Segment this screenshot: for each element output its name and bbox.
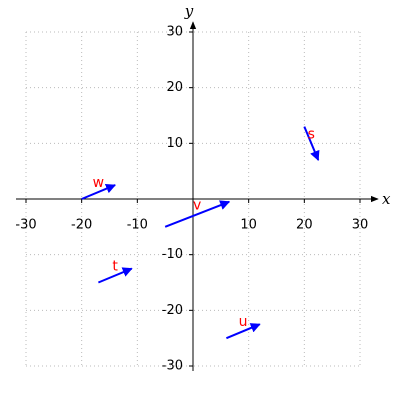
- vector-arrow: [226, 323, 261, 340]
- x-tick-label: 10: [240, 218, 257, 233]
- y-tick-label: 20: [166, 80, 183, 95]
- vector-label: w: [93, 175, 104, 191]
- y-tick-label: 10: [166, 136, 183, 151]
- vector-label: v: [193, 197, 201, 213]
- vector-arrow: [97, 267, 133, 284]
- vector-arrow: [303, 126, 320, 161]
- y-tick-label: -20: [162, 303, 183, 318]
- vector-label: u: [239, 314, 248, 330]
- vector-label: s: [308, 126, 315, 142]
- y-tick-label: -10: [162, 247, 183, 262]
- x-tick-label: -20: [71, 218, 92, 233]
- y-tick-label: 30: [166, 25, 183, 40]
- y-axis-label: y: [184, 2, 194, 20]
- vector-label: t: [112, 259, 118, 275]
- x-tick-label: -30: [15, 218, 36, 233]
- x-tick-label: 20: [296, 218, 313, 233]
- y-tick-label: -30: [162, 359, 183, 374]
- axes: x y -30 -20 -10 10 20 30 -30 -20 -10 10 20 30: [15, 2, 391, 374]
- vector-arrow: [164, 200, 231, 228]
- x-axis-label: x: [382, 190, 391, 208]
- vectors: s w v t u: [81, 126, 320, 340]
- x-tick-label: 30: [352, 218, 369, 233]
- x-tick-label: -10: [127, 218, 148, 233]
- vector-arrow: [81, 183, 116, 200]
